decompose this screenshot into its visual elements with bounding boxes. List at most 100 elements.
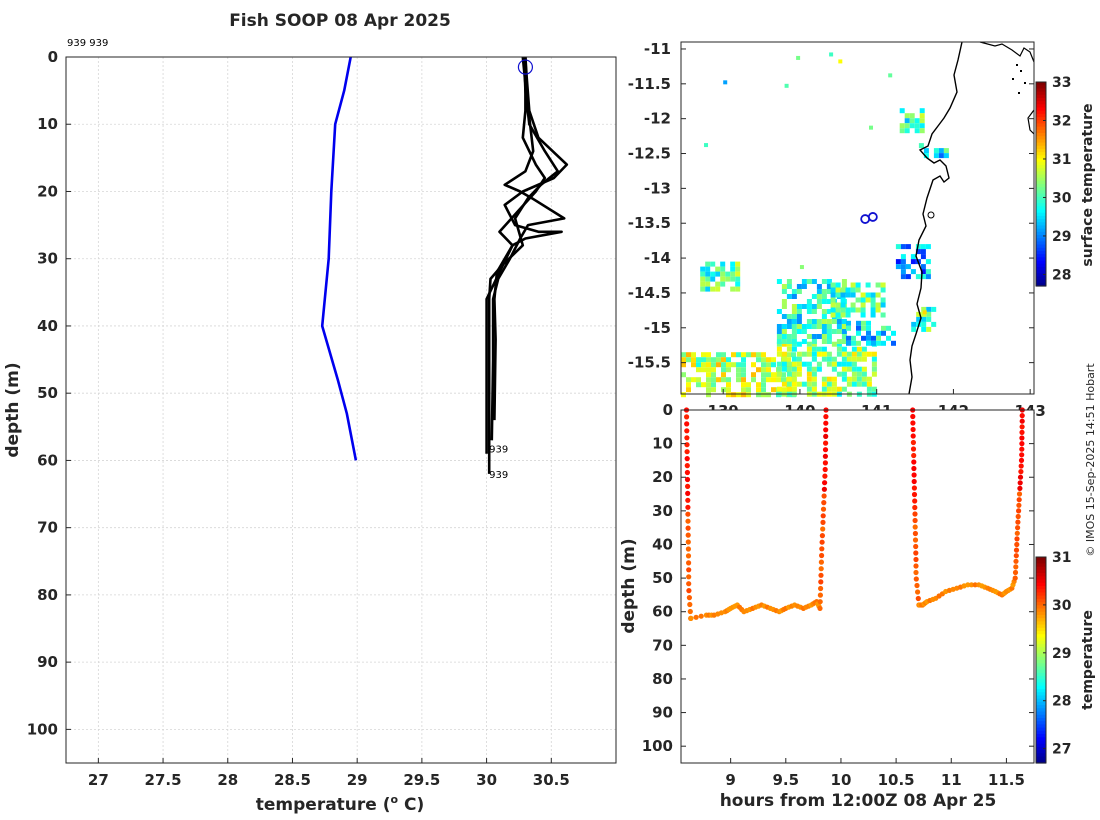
sst-pixel — [761, 392, 766, 398]
colorbar-swatch — [1036, 282, 1046, 287]
sst-pixel — [835, 307, 841, 313]
colorbar-swatch — [1036, 260, 1046, 265]
sst-pixel — [756, 367, 761, 373]
sst-pixel — [801, 361, 807, 367]
sst-pixel — [791, 304, 797, 309]
sst-pixel — [781, 377, 786, 383]
colorbar-swatch — [1036, 244, 1046, 249]
colorbar-swatch — [1036, 142, 1046, 147]
sst-pixel — [751, 377, 756, 383]
sst-pixel — [891, 340, 896, 346]
map-axes-frame — [680, 41, 1035, 395]
section-point — [822, 453, 829, 459]
profile-series — [320, 56, 569, 474]
profile-top-label: 939 939 — [67, 38, 108, 49]
section-point — [1012, 575, 1018, 581]
sst-pixel — [830, 287, 836, 293]
section-point — [685, 539, 691, 545]
sst-pixel — [721, 367, 726, 373]
sst-pixel — [899, 128, 905, 134]
sst-pixel — [705, 276, 711, 282]
sst-pixel — [830, 307, 836, 313]
sst-pixel — [841, 329, 847, 334]
sst-pixel — [910, 254, 916, 260]
section-point — [818, 559, 825, 565]
section-point — [823, 414, 829, 420]
colorbar-swatch — [1036, 215, 1046, 220]
sst-pixel — [875, 307, 881, 313]
sst-pixel — [856, 351, 862, 357]
sst-pixel — [721, 352, 726, 358]
sst-pixel — [826, 381, 832, 387]
section-point — [685, 497, 691, 503]
sst-pixel — [891, 330, 896, 336]
sst-pixel — [869, 125, 874, 130]
sst-pixel — [826, 386, 832, 392]
sst-pixel — [756, 387, 761, 393]
section-point — [698, 613, 704, 619]
colorbar-swatch — [1036, 184, 1046, 188]
sst-pixel — [860, 312, 866, 318]
map-panel: -11 -11.5 -12 -12.5 -13 -13.5 -14 -14.5 -15 -15.5… — [628, 40, 1096, 420]
sst-pixel — [840, 292, 846, 298]
sst-pixel — [706, 382, 711, 388]
colorbar-swatch — [1036, 180, 1046, 185]
colorbar-swatch — [1036, 576, 1046, 581]
sst-pixel — [841, 346, 847, 352]
sst-pixel — [771, 362, 776, 368]
sst-pixel — [801, 381, 807, 387]
sst-pixel — [726, 392, 731, 398]
sst-pixel — [776, 346, 782, 352]
map-coastline-cape — [1027, 109, 1035, 135]
section-point — [822, 466, 828, 473]
sst-pixel — [786, 371, 792, 377]
sst-pixel — [866, 335, 871, 341]
colorbar-swatch — [1036, 708, 1046, 713]
sst-pixel — [856, 320, 861, 326]
sst-pixel — [720, 261, 726, 267]
sst-pixel — [846, 376, 852, 382]
section-xtick-label: 10 — [831, 771, 852, 789]
sst-pixel — [696, 377, 701, 383]
sst-pixel — [911, 321, 917, 327]
section-point — [685, 518, 691, 524]
sst-pixel — [821, 299, 827, 304]
colorbar-swatch — [1036, 643, 1046, 648]
section-ytick-label: 20 — [652, 468, 673, 486]
sst-pixel — [850, 282, 856, 288]
sst-pixel — [856, 376, 862, 382]
sst-pixel — [786, 341, 792, 347]
section-point — [685, 546, 692, 552]
colorbar-swatch — [1036, 672, 1046, 677]
sst-pixel — [845, 312, 851, 318]
section-ytick-label: 10 — [652, 435, 673, 453]
colorbar-tick-label: 32 — [1052, 113, 1071, 129]
sst-pixel — [696, 357, 701, 363]
section-point — [911, 465, 917, 472]
section-point — [1013, 547, 1020, 553]
section-point — [688, 615, 694, 622]
sst-pixel — [846, 320, 851, 326]
section-xtick-label: 11.5 — [988, 771, 1025, 789]
colorbar-swatch — [1036, 250, 1046, 255]
sst-pixel — [915, 249, 921, 255]
sst-pixel — [730, 261, 736, 267]
section-point — [912, 498, 918, 504]
profile-xtick-label: 27 — [88, 771, 109, 789]
section-point — [685, 511, 691, 517]
sst-pixel — [916, 311, 922, 317]
sst-pixel — [811, 371, 817, 377]
sst-pixel — [851, 366, 857, 372]
sst-pixel — [821, 334, 827, 339]
sst-pixel — [921, 306, 927, 312]
sst-pixel — [855, 282, 861, 288]
sst-pixel — [900, 264, 906, 270]
colorbar-swatch — [1036, 174, 1046, 179]
section-point — [685, 553, 692, 559]
sst-pixel — [786, 357, 791, 363]
sst-pixel — [806, 346, 812, 352]
sst-pixel — [866, 325, 871, 331]
sst-pixel — [686, 352, 691, 358]
map-ytick-label: -13 — [644, 179, 671, 197]
section-point — [817, 592, 824, 598]
